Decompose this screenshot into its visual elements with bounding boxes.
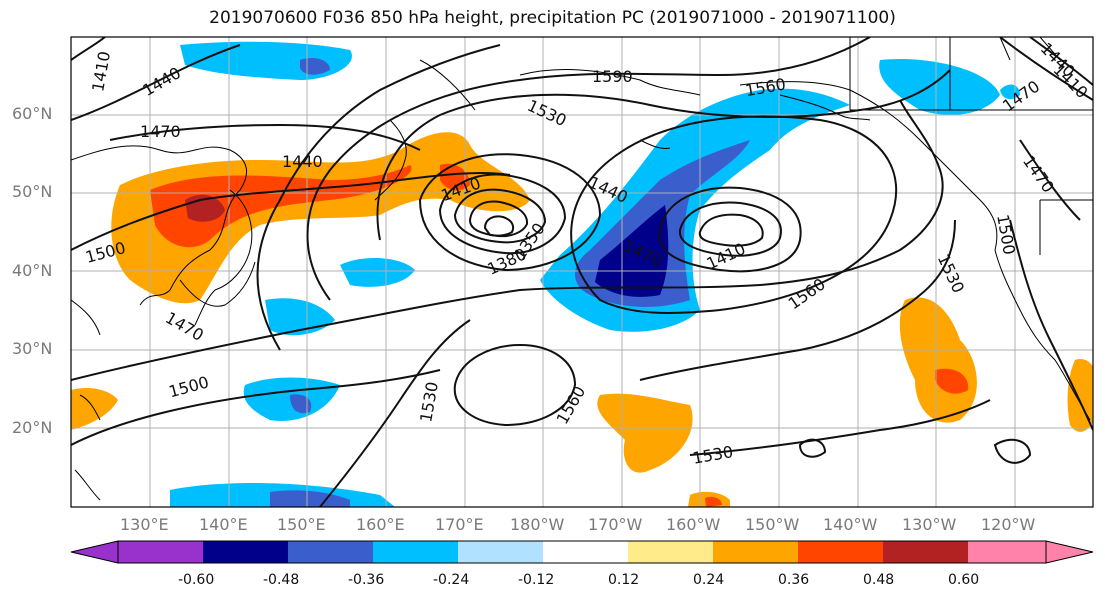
lon-label-180w: 180°W <box>510 515 565 534</box>
colorbar-min-extension <box>70 540 119 564</box>
colorbar-segment <box>883 541 968 563</box>
coastlines <box>71 37 1093 501</box>
lat-label-20n: 20°N <box>12 418 53 437</box>
map-title: 2019070600 F036 850 hPa height, precipit… <box>209 8 896 28</box>
map-frame <box>70 36 1094 508</box>
colorbar-tick-label: 0.24 <box>693 572 725 588</box>
colorbar-tick-label: -0.48 <box>263 572 300 588</box>
precip-positive-shading <box>71 132 1093 507</box>
colorbar-tick-label: -0.12 <box>518 572 555 588</box>
lat-label-60n: 60°N <box>12 104 53 123</box>
lon-label-150w: 150°W <box>745 515 800 534</box>
lon-label-140w: 140°W <box>823 515 878 534</box>
lat-label-50n: 50°N <box>12 182 53 201</box>
colorbar-segment <box>968 541 1046 563</box>
lon-label-130e: 130°E <box>120 515 169 534</box>
contour-label: 1590 <box>592 67 633 86</box>
lon-label-130w: 130°W <box>902 515 957 534</box>
colorbar-segment <box>118 541 203 563</box>
lat-lon-grid <box>71 37 1093 507</box>
lon-label-170e: 170°E <box>435 515 484 534</box>
colorbar-segment <box>798 541 883 563</box>
colorbar-segment <box>458 541 543 563</box>
lon-label-150e: 150°E <box>277 515 326 534</box>
colorbar-segment <box>713 541 798 563</box>
colorbar-tick-label: 0.60 <box>948 572 980 588</box>
colorbar-segment <box>373 541 458 563</box>
height-contours <box>71 37 1093 507</box>
colorbar-tick-label: -0.60 <box>178 572 215 588</box>
contour-label: 1440 <box>282 152 323 171</box>
lon-label-170w: 170°W <box>588 515 643 534</box>
colorbar-tick-label: -0.24 <box>433 572 470 588</box>
lon-label-160w: 160°W <box>666 515 721 534</box>
contour-label: 1470 <box>140 122 181 141</box>
colorbar-segment <box>288 541 373 563</box>
colorbar <box>70 540 1094 564</box>
lon-label-160e: 160°E <box>356 515 405 534</box>
lat-label-40n: 40°N <box>12 261 53 280</box>
colorbar-tick-label: 0.36 <box>778 572 810 588</box>
colorbar-tick-label: 0.12 <box>608 572 640 588</box>
lon-label-140e: 140°E <box>199 515 248 534</box>
lat-label-30n: 30°N <box>12 339 53 358</box>
colorbar-segment <box>628 541 713 563</box>
colorbar-tick-label: 0.48 <box>863 572 895 588</box>
colorbar-segment <box>203 541 288 563</box>
lon-label-120w: 120°W <box>981 515 1036 534</box>
colorbar-tick-label: -0.36 <box>348 572 385 588</box>
colorbar-segment <box>543 541 628 563</box>
colorbar-max-extension <box>1045 540 1094 564</box>
